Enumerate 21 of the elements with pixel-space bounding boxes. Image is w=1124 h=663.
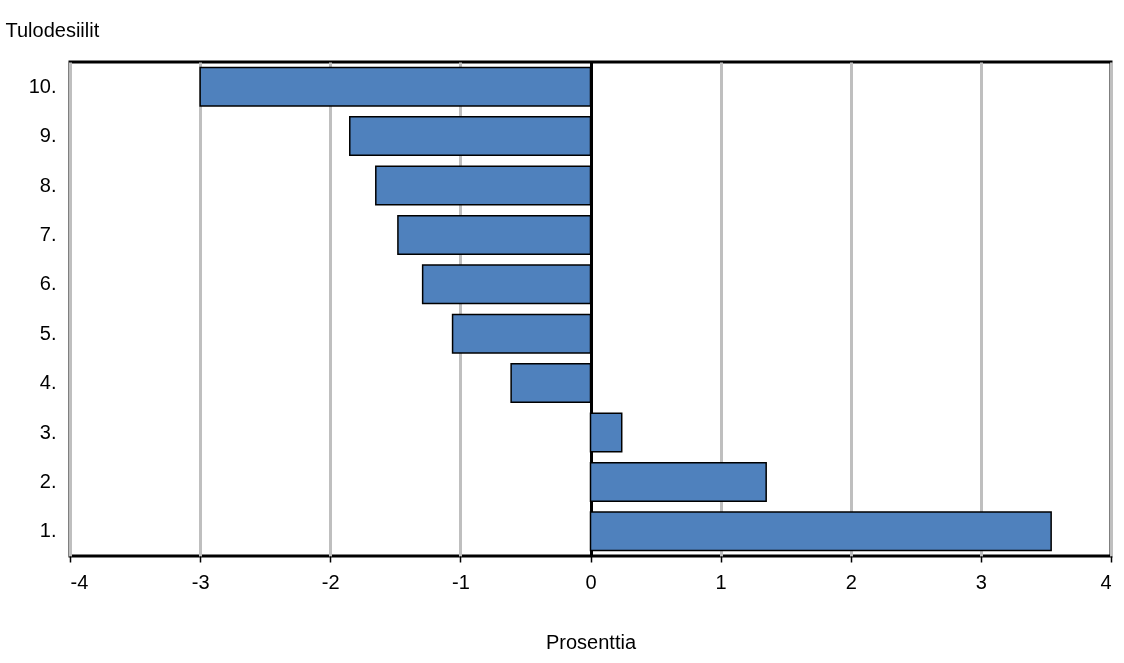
x-tick-label: 1: [715, 570, 727, 593]
y-tick-label: 10.: [28, 74, 57, 97]
x-tick-label: 4: [1100, 570, 1112, 593]
y-tick-label: 4.: [39, 371, 57, 394]
y-tick-label: 8.: [39, 173, 57, 196]
x-tick-label: 3: [975, 570, 987, 593]
x-tick-label: 0: [585, 570, 597, 593]
y-tick-label: 5.: [39, 321, 57, 344]
x-tick-label: -1: [451, 570, 470, 593]
x-tick-label: 2: [845, 570, 857, 593]
y-tick-label: 1.: [39, 519, 57, 542]
y-tick-label: 9.: [39, 124, 57, 147]
y-axis-title: Tulodesiilit: [5, 18, 100, 41]
x-tick-label: -3: [191, 570, 210, 593]
x-tick-label: -2: [321, 570, 340, 593]
y-tick-label: 6.: [39, 272, 57, 295]
x-tick-label: -4: [70, 570, 89, 593]
x-axis-title: Prosenttia: [545, 630, 637, 653]
y-tick-label: 2.: [39, 469, 57, 492]
y-tick-label: 3.: [39, 420, 57, 443]
y-tick-label: 7.: [39, 222, 57, 245]
